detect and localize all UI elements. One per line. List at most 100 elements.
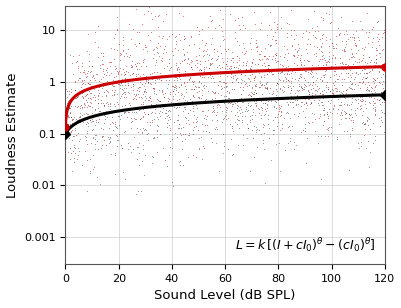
Point: [227, 121, 234, 126]
Point: [318, 44, 324, 49]
Point: [363, 75, 370, 80]
Point: [290, 100, 296, 105]
Point: [113, 138, 120, 143]
Point: [231, 87, 238, 91]
Point: [234, 53, 241, 58]
Point: [319, 91, 325, 96]
Point: [321, 106, 327, 111]
Point: [199, 109, 205, 114]
Point: [330, 102, 337, 107]
Point: [252, 100, 259, 105]
Point: [125, 83, 131, 87]
Point: [207, 73, 213, 78]
Point: [97, 97, 104, 102]
Point: [252, 74, 259, 79]
Point: [82, 81, 89, 86]
Point: [130, 26, 136, 31]
Point: [70, 53, 77, 58]
Point: [270, 132, 276, 136]
Point: [324, 112, 330, 117]
Point: [193, 154, 199, 159]
Point: [211, 95, 218, 100]
Point: [146, 94, 152, 99]
Point: [334, 110, 340, 115]
Point: [306, 90, 312, 95]
Point: [376, 37, 382, 42]
Point: [132, 43, 139, 48]
Point: [370, 78, 376, 83]
Point: [173, 86, 179, 91]
Point: [352, 41, 358, 46]
Point: [112, 150, 119, 155]
Point: [240, 133, 246, 138]
Point: [273, 58, 280, 63]
Point: [239, 63, 246, 68]
Point: [256, 111, 263, 116]
Point: [161, 94, 168, 99]
Point: [379, 110, 385, 115]
Point: [257, 21, 264, 26]
Point: [205, 108, 211, 113]
Point: [190, 80, 196, 85]
Point: [143, 95, 149, 100]
Point: [369, 27, 375, 32]
Point: [145, 130, 152, 135]
Point: [263, 72, 270, 77]
Point: [262, 180, 269, 185]
Point: [111, 91, 117, 96]
Point: [155, 13, 162, 18]
Point: [95, 111, 101, 116]
Point: [328, 63, 335, 68]
Point: [106, 136, 112, 141]
Point: [352, 43, 359, 48]
Point: [269, 71, 276, 76]
Point: [247, 73, 253, 78]
Point: [209, 110, 215, 115]
Point: [102, 116, 108, 121]
Point: [298, 104, 304, 109]
Point: [159, 55, 165, 60]
Point: [292, 76, 299, 81]
Point: [99, 100, 106, 105]
Point: [329, 66, 336, 71]
Point: [301, 58, 308, 63]
Point: [298, 53, 305, 58]
Point: [189, 128, 196, 133]
Point: [316, 67, 322, 71]
Point: [149, 160, 156, 165]
Point: [209, 36, 215, 41]
Point: [121, 70, 127, 75]
Point: [228, 75, 235, 80]
Point: [68, 118, 75, 123]
Point: [354, 47, 361, 52]
Point: [90, 94, 97, 99]
Point: [273, 41, 279, 46]
Point: [116, 122, 123, 127]
Point: [99, 57, 105, 62]
Point: [133, 74, 140, 79]
Point: [325, 128, 331, 133]
Point: [97, 101, 104, 106]
Point: [366, 116, 372, 121]
Point: [249, 112, 255, 117]
Point: [262, 84, 268, 89]
Point: [280, 68, 287, 73]
Point: [110, 36, 117, 41]
Point: [245, 101, 251, 106]
Point: [79, 82, 85, 87]
Point: [153, 102, 160, 107]
Point: [285, 124, 291, 129]
Point: [375, 39, 381, 44]
Point: [358, 139, 365, 144]
Point: [200, 144, 207, 148]
Point: [81, 67, 87, 72]
Point: [303, 68, 309, 73]
Point: [257, 79, 263, 84]
Point: [192, 57, 199, 62]
Point: [259, 91, 265, 96]
Point: [166, 60, 172, 65]
Point: [302, 95, 308, 99]
Point: [364, 71, 371, 76]
Point: [142, 43, 148, 47]
Point: [111, 57, 117, 62]
